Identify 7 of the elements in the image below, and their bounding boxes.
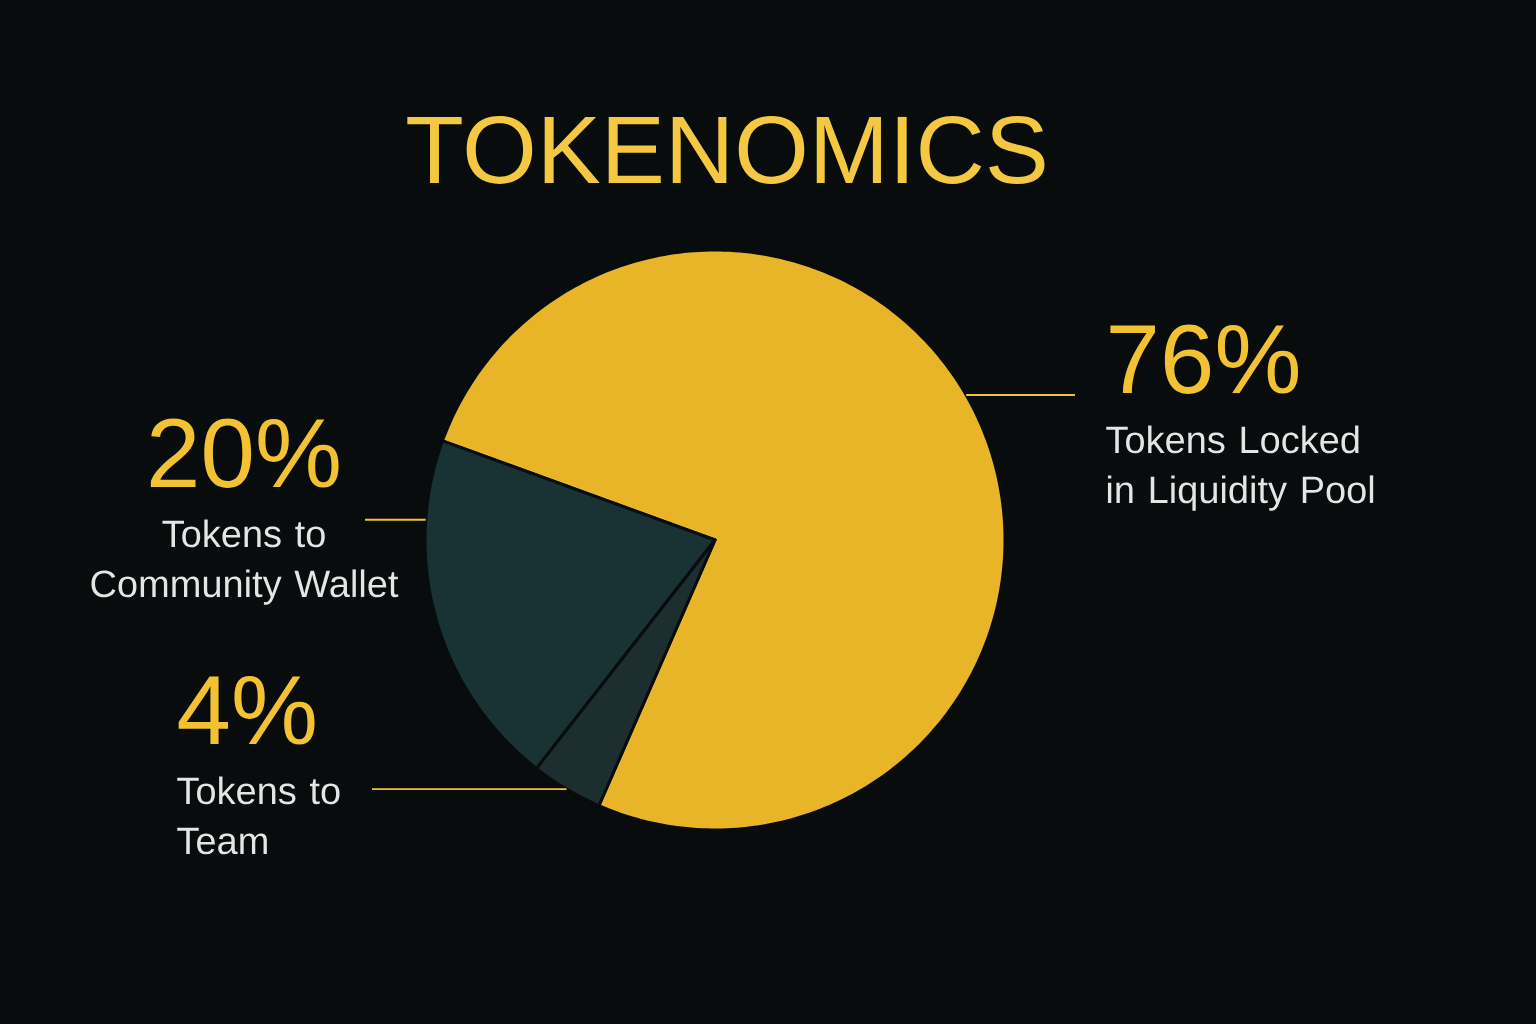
slice-label: Tokens to Team	[177, 776, 340, 855]
slice-label: Tokens to Community Wallet	[91, 519, 399, 605]
chart-title: TOKENOMICS	[407, 115, 1045, 184]
slice-label: Tokens Locked in Liquidity Pool	[1106, 425, 1374, 511]
data-label: 20%	[150, 418, 339, 488]
data-label: 76%	[1110, 324, 1299, 394]
data-label: 4%	[178, 675, 315, 745]
